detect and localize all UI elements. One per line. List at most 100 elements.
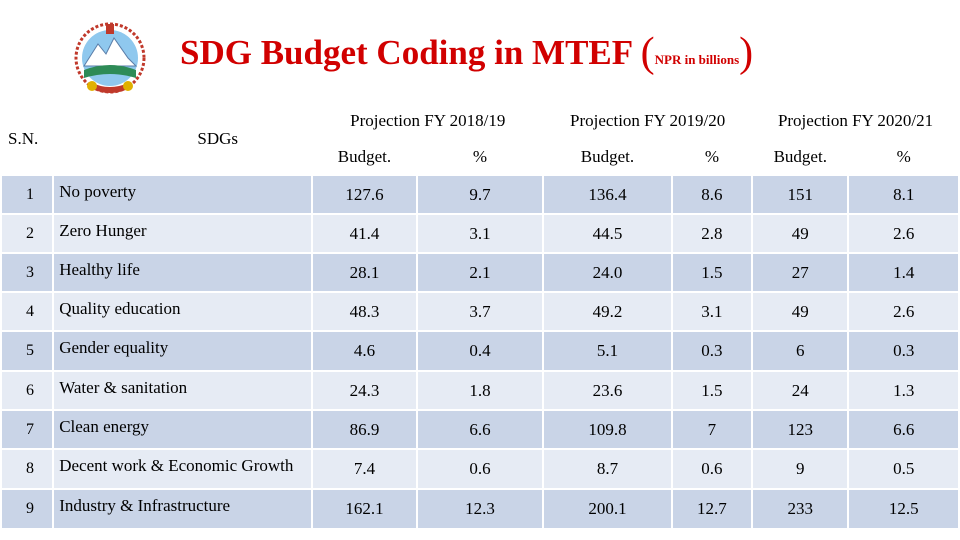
value-cell: 23.6 [542, 370, 673, 411]
value-cell: 8.6 [670, 174, 754, 215]
value-cell: 1.5 [670, 252, 754, 293]
sdg-budget-table: S.N. SDGs Projection FY 2018/19 Projecti… [0, 102, 960, 530]
value-cell: 127.6 [311, 174, 418, 215]
sdg-name: Quality education [52, 291, 314, 332]
nepal-emblem-icon [74, 22, 146, 94]
value-cell: 1.3 [847, 370, 960, 411]
subheader-cell: Budget. [311, 138, 418, 176]
table-row: 2 Zero Hunger 41.4 3.1 44.5 2.8 49 2.6 [0, 213, 960, 254]
sdg-name: Industry & Infrastructure [52, 488, 314, 530]
value-cell: 0.5 [847, 448, 960, 490]
table-row: 8 Decent work & Economic Growth 7.4 0.6 8.7 0… [0, 448, 960, 490]
value-cell: 9 [751, 448, 850, 490]
value-cell: 123 [751, 409, 850, 450]
value-cell: 0.3 [847, 330, 960, 372]
value-cell: 0.6 [670, 448, 754, 490]
value-cell: 233 [751, 488, 850, 530]
subheader-cell: Budget. [751, 138, 850, 176]
value-cell: 2.6 [847, 291, 960, 332]
sn-header: S.N. [0, 102, 55, 176]
value-cell: 2.8 [670, 213, 754, 254]
value-cell: 6.6 [415, 409, 545, 450]
value-cell: 9.7 [415, 174, 545, 215]
value-cell: 49 [751, 291, 850, 332]
value-cell: 0.3 [670, 330, 754, 372]
row-number: 7 [0, 409, 55, 450]
value-cell: 44.5 [542, 213, 673, 254]
value-cell: 12.3 [415, 488, 545, 530]
row-number: 8 [0, 448, 55, 490]
value-cell: 136.4 [542, 174, 673, 215]
title-units: NPR in billions [654, 52, 740, 67]
page-title: SDG Budget Coding in MTEF (NPR in billio… [180, 28, 753, 78]
slide-header: SDG Budget Coding in MTEF (NPR in billio… [0, 0, 960, 102]
value-cell: 1.4 [847, 252, 960, 293]
sdg-name: Water & sanitation [52, 370, 314, 411]
value-cell: 0.4 [415, 330, 545, 372]
table-row: 9 Industry & Infrastructure 162.1 12.3 200.1… [0, 488, 960, 530]
projection-header: Projection FY 2019/20 [542, 102, 754, 140]
value-cell: 49.2 [542, 291, 673, 332]
value-cell: 7 [670, 409, 754, 450]
row-number: 1 [0, 174, 55, 215]
table-row: 5 Gender equality 4.6 0.4 5.1 0.3 6 0.3 [0, 330, 960, 372]
value-cell: 48.3 [311, 291, 418, 332]
sdg-name: No poverty [52, 174, 314, 215]
value-cell: 24.0 [542, 252, 673, 293]
title-open-paren: ( [640, 30, 655, 76]
title-close-paren: ) [739, 30, 754, 76]
value-cell: 8.1 [847, 174, 960, 215]
value-cell: 109.8 [542, 409, 673, 450]
row-number: 4 [0, 291, 55, 332]
title-main: SDG Budget Coding in MTEF [180, 33, 632, 72]
sdg-name: Gender equality [52, 330, 314, 372]
value-cell: 5.1 [542, 330, 673, 372]
subheader-cell: % [670, 138, 754, 176]
value-cell: 3.1 [415, 213, 545, 254]
value-cell: 12.7 [670, 488, 754, 530]
value-cell: 86.9 [311, 409, 418, 450]
subheader-cell: % [415, 138, 545, 176]
value-cell: 151 [751, 174, 850, 215]
value-cell: 24.3 [311, 370, 418, 411]
value-cell: 2.6 [847, 213, 960, 254]
table-row: 7 Clean energy 86.9 6.6 109.8 7 123 6.6 [0, 409, 960, 450]
row-number: 5 [0, 330, 55, 372]
table-row: 4 Quality education 48.3 3.7 49.2 3.1 49 2.6 [0, 291, 960, 332]
value-cell: 0.6 [415, 448, 545, 490]
value-cell: 12.5 [847, 488, 960, 530]
projection-header: Projection FY 2020/21 [751, 102, 960, 140]
sdg-name: Zero Hunger [52, 213, 314, 254]
row-number: 3 [0, 252, 55, 293]
value-cell: 1.8 [415, 370, 545, 411]
subheader-cell: Budget. [542, 138, 673, 176]
value-cell: 8.7 [542, 448, 673, 490]
table-row: 1 No poverty 127.6 9.7 136.4 8.6 151 8.1 [0, 174, 960, 215]
value-cell: 4.6 [311, 330, 418, 372]
value-cell: 28.1 [311, 252, 418, 293]
value-cell: 200.1 [542, 488, 673, 530]
value-cell: 6.6 [847, 409, 960, 450]
value-cell: 3.1 [670, 291, 754, 332]
sdg-name: Clean energy [52, 409, 314, 450]
value-cell: 6 [751, 330, 850, 372]
row-number: 2 [0, 213, 55, 254]
value-cell: 3.7 [415, 291, 545, 332]
row-number: 6 [0, 370, 55, 411]
sdg-header: SDGs [52, 102, 314, 176]
table-header-row: S.N. SDGs Projection FY 2018/19 Projecti… [0, 102, 960, 176]
value-cell: 162.1 [311, 488, 418, 530]
value-cell: 1.5 [670, 370, 754, 411]
table-row: 6 Water & sanitation 24.3 1.8 23.6 1.5 24 1.3 [0, 370, 960, 411]
value-cell: 24 [751, 370, 850, 411]
projection-header: Projection FY 2018/19 [311, 102, 545, 140]
value-cell: 41.4 [311, 213, 418, 254]
value-cell: 2.1 [415, 252, 545, 293]
value-cell: 7.4 [311, 448, 418, 490]
table-subheader-row: Budget. % Budget. % Budget. % [1, 138, 960, 176]
subheader-cell: % [847, 138, 960, 176]
sdg-name: Healthy life [52, 252, 314, 293]
sdg-name: Decent work & Economic Growth [52, 448, 314, 490]
table-row: 3 Healthy life 28.1 2.1 24.0 1.5 27 1.4 [0, 252, 960, 293]
value-cell: 49 [751, 213, 850, 254]
